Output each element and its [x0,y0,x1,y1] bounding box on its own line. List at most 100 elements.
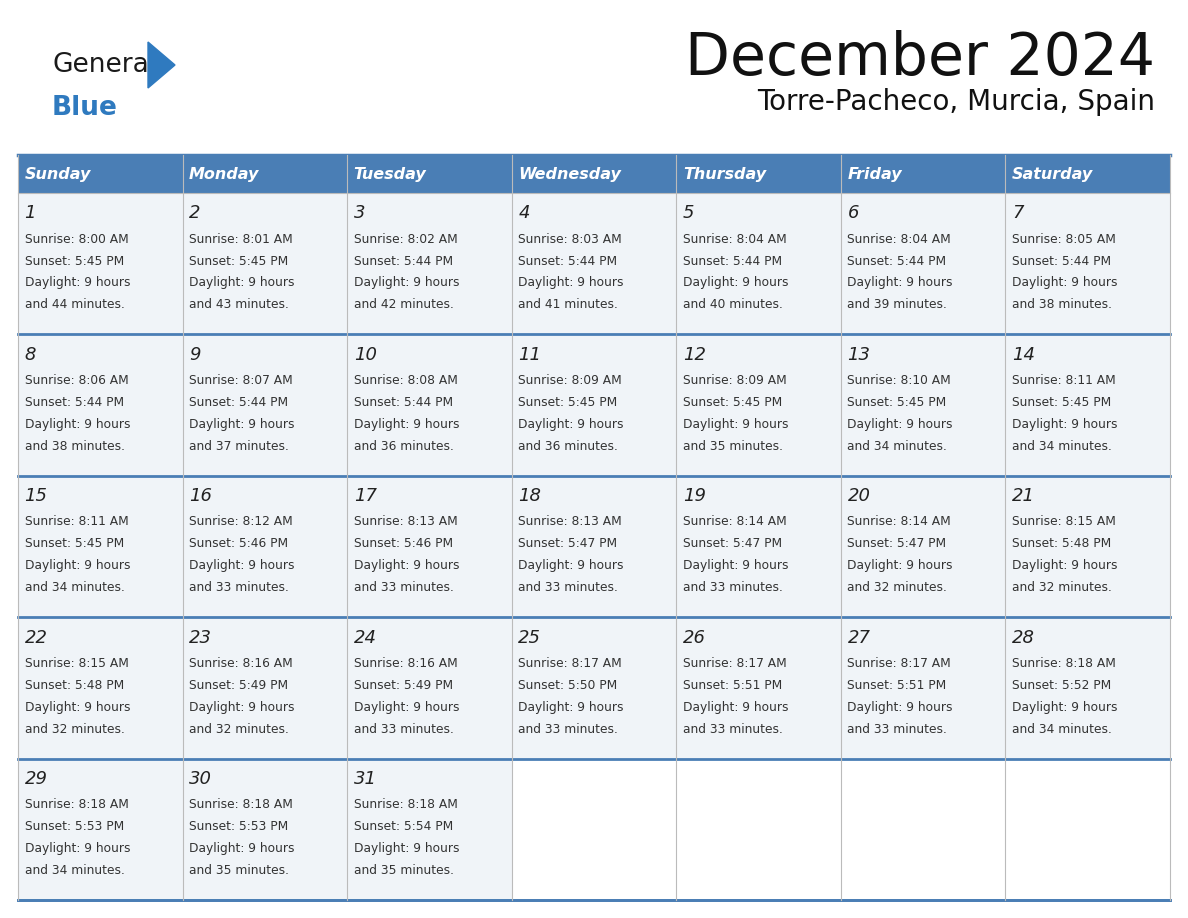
FancyBboxPatch shape [18,758,183,900]
Text: 18: 18 [518,487,542,505]
Text: Daylight: 9 hours: Daylight: 9 hours [847,559,953,572]
FancyBboxPatch shape [183,193,347,334]
Text: 4: 4 [518,205,530,222]
Text: Monday: Monday [189,166,259,182]
Text: Sunset: 5:51 PM: Sunset: 5:51 PM [683,678,782,691]
Text: Sunrise: 8:13 AM: Sunrise: 8:13 AM [518,515,623,529]
FancyBboxPatch shape [676,476,841,617]
Text: 5: 5 [683,205,694,222]
FancyBboxPatch shape [676,617,841,758]
FancyBboxPatch shape [347,193,512,334]
Text: and 36 minutes.: and 36 minutes. [354,440,454,453]
Text: 29: 29 [25,770,48,788]
Text: 22: 22 [25,629,48,646]
Text: Sunrise: 8:18 AM: Sunrise: 8:18 AM [354,798,457,812]
Text: Sunrise: 8:04 AM: Sunrise: 8:04 AM [847,232,952,246]
Text: Sunset: 5:48 PM: Sunset: 5:48 PM [25,678,124,691]
Text: and 44 minutes.: and 44 minutes. [25,298,125,311]
FancyBboxPatch shape [183,334,347,476]
Text: 15: 15 [25,487,48,505]
Text: and 32 minutes.: and 32 minutes. [1012,581,1112,594]
Text: Sunrise: 8:09 AM: Sunrise: 8:09 AM [518,374,623,387]
FancyBboxPatch shape [1005,476,1170,617]
Text: 7: 7 [1012,205,1024,222]
Text: Sunset: 5:48 PM: Sunset: 5:48 PM [1012,537,1111,550]
Text: and 34 minutes.: and 34 minutes. [1012,722,1112,735]
Text: and 34 minutes.: and 34 minutes. [847,440,947,453]
Text: Sunrise: 8:09 AM: Sunrise: 8:09 AM [683,374,786,387]
Text: 3: 3 [354,205,365,222]
FancyBboxPatch shape [512,193,676,334]
FancyBboxPatch shape [512,476,676,617]
Text: Daylight: 9 hours: Daylight: 9 hours [518,700,624,713]
Text: and 35 minutes.: and 35 minutes. [189,864,289,877]
Text: Sunset: 5:45 PM: Sunset: 5:45 PM [518,396,618,409]
Text: Sunset: 5:46 PM: Sunset: 5:46 PM [189,537,289,550]
Text: 17: 17 [354,487,377,505]
Text: Sunset: 5:44 PM: Sunset: 5:44 PM [683,254,782,267]
Text: and 33 minutes.: and 33 minutes. [847,722,947,735]
FancyBboxPatch shape [347,617,512,758]
Text: Friday: Friday [847,166,902,182]
Text: 30: 30 [189,770,213,788]
Text: Daylight: 9 hours: Daylight: 9 hours [683,276,789,289]
Text: and 43 minutes.: and 43 minutes. [189,298,289,311]
Text: Sunrise: 8:10 AM: Sunrise: 8:10 AM [847,374,952,387]
Text: Sunrise: 8:02 AM: Sunrise: 8:02 AM [354,232,457,246]
Text: and 33 minutes.: and 33 minutes. [683,722,783,735]
Text: Sunset: 5:45 PM: Sunset: 5:45 PM [847,396,947,409]
Text: Daylight: 9 hours: Daylight: 9 hours [847,700,953,713]
Text: Daylight: 9 hours: Daylight: 9 hours [354,276,460,289]
Text: Sunrise: 8:14 AM: Sunrise: 8:14 AM [683,515,786,529]
FancyBboxPatch shape [841,617,1005,758]
Text: Daylight: 9 hours: Daylight: 9 hours [354,700,460,713]
FancyBboxPatch shape [676,334,841,476]
Text: Sunrise: 8:05 AM: Sunrise: 8:05 AM [1012,232,1116,246]
Text: 13: 13 [847,346,871,364]
Text: Daylight: 9 hours: Daylight: 9 hours [1012,559,1118,572]
FancyBboxPatch shape [18,476,183,617]
Text: 28: 28 [1012,629,1035,646]
Text: Sunset: 5:47 PM: Sunset: 5:47 PM [683,537,782,550]
Text: Daylight: 9 hours: Daylight: 9 hours [518,276,624,289]
Text: 12: 12 [683,346,706,364]
Text: Sunrise: 8:18 AM: Sunrise: 8:18 AM [1012,656,1116,670]
Text: and 39 minutes.: and 39 minutes. [847,298,947,311]
Text: Sunrise: 8:07 AM: Sunrise: 8:07 AM [189,374,293,387]
Text: 24: 24 [354,629,377,646]
Text: 21: 21 [1012,487,1035,505]
Text: and 36 minutes.: and 36 minutes. [518,440,618,453]
Text: Sunset: 5:44 PM: Sunset: 5:44 PM [25,396,124,409]
FancyBboxPatch shape [841,334,1005,476]
Text: and 35 minutes.: and 35 minutes. [354,864,454,877]
Text: Wednesday: Wednesday [518,166,621,182]
Text: Daylight: 9 hours: Daylight: 9 hours [1012,418,1118,431]
Text: 20: 20 [847,487,871,505]
FancyBboxPatch shape [841,476,1005,617]
Text: Sunset: 5:45 PM: Sunset: 5:45 PM [189,254,289,267]
Text: Sunrise: 8:18 AM: Sunrise: 8:18 AM [25,798,128,812]
Text: Daylight: 9 hours: Daylight: 9 hours [518,559,624,572]
Text: and 33 minutes.: and 33 minutes. [518,722,618,735]
Text: Tuesday: Tuesday [354,166,426,182]
FancyBboxPatch shape [18,155,1170,193]
FancyBboxPatch shape [18,617,183,758]
Text: Sunset: 5:51 PM: Sunset: 5:51 PM [847,678,947,691]
Text: and 41 minutes.: and 41 minutes. [518,298,618,311]
Text: 9: 9 [189,346,201,364]
FancyBboxPatch shape [18,334,183,476]
Text: Sunrise: 8:11 AM: Sunrise: 8:11 AM [25,515,128,529]
Text: and 33 minutes.: and 33 minutes. [683,581,783,594]
Text: Sunrise: 8:12 AM: Sunrise: 8:12 AM [189,515,293,529]
Text: Daylight: 9 hours: Daylight: 9 hours [847,418,953,431]
FancyBboxPatch shape [676,758,841,900]
Text: Sunrise: 8:04 AM: Sunrise: 8:04 AM [683,232,786,246]
FancyBboxPatch shape [1005,193,1170,334]
Text: Sunset: 5:44 PM: Sunset: 5:44 PM [189,396,289,409]
Text: Daylight: 9 hours: Daylight: 9 hours [354,559,460,572]
Text: Sunset: 5:47 PM: Sunset: 5:47 PM [847,537,947,550]
Text: and 42 minutes.: and 42 minutes. [354,298,454,311]
Text: Daylight: 9 hours: Daylight: 9 hours [847,276,953,289]
FancyBboxPatch shape [512,617,676,758]
Text: 31: 31 [354,770,377,788]
